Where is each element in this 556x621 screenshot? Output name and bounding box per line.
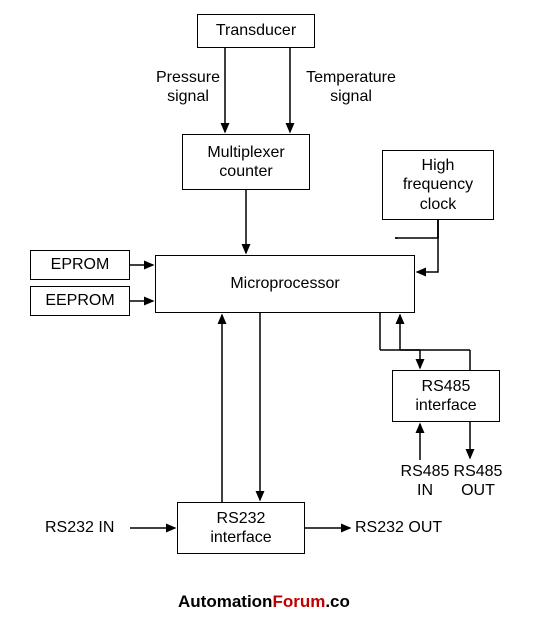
rs232-label: RS232 interface — [210, 509, 271, 547]
transducer-label: Transducer — [216, 21, 296, 40]
microprocessor-box: Microprocessor — [155, 255, 415, 313]
transducer-box: Transducer — [197, 14, 315, 48]
watermark: AutomationForum.co — [178, 592, 350, 612]
watermark-part3: .co — [325, 592, 350, 611]
rs485-label: RS485 interface — [415, 377, 476, 415]
eprom-label: EPROM — [51, 255, 110, 274]
multiplexer-label: Multiplexer counter — [207, 143, 284, 181]
microprocessor-label: Microprocessor — [230, 274, 339, 293]
multiplexer-box: Multiplexer counter — [182, 134, 310, 190]
rs232-in-label: RS232 IN — [45, 518, 114, 537]
rs232-box: RS232 interface — [177, 502, 305, 554]
pressure-signal-label: Pressure signal — [148, 68, 228, 106]
eeprom-box: EEPROM — [30, 286, 130, 316]
watermark-part2: Forum — [272, 592, 325, 611]
rs485-in-label: RS485 IN — [395, 462, 455, 500]
eeprom-label: EEPROM — [45, 291, 114, 310]
rs485-out-label: RS485 OUT — [448, 462, 508, 500]
hfclock-box: High frequency clock — [382, 150, 494, 220]
watermark-part1: Automation — [178, 592, 272, 611]
rs485-box: RS485 interface — [392, 370, 500, 422]
rs232-out-label: RS232 OUT — [355, 518, 442, 537]
hfclock-label: High frequency clock — [403, 156, 473, 214]
eprom-box: EPROM — [30, 250, 130, 280]
temperature-signal-label: Temperature signal — [296, 68, 406, 106]
